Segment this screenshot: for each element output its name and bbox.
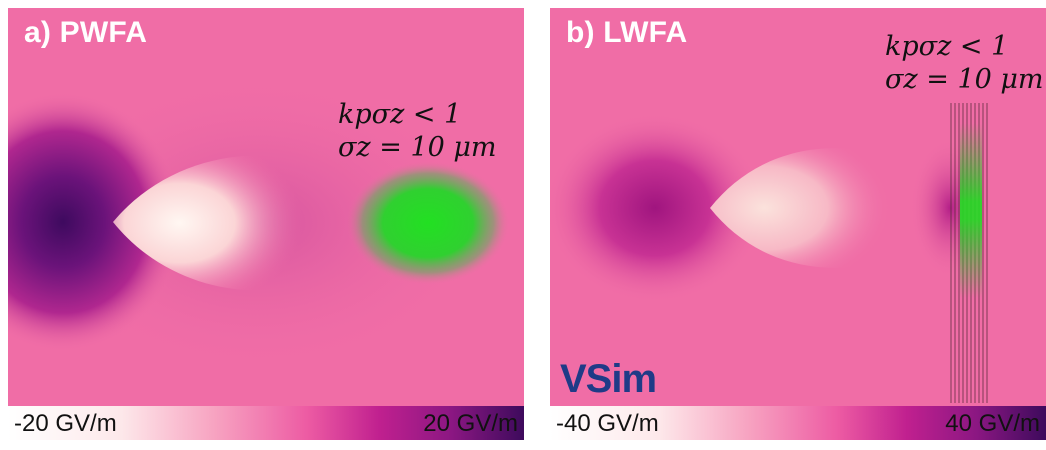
colorbar: -20 GV/m 20 GV/m [8, 406, 524, 440]
equation-line-1: kpσz < 1 [885, 31, 1009, 62]
colorbar-min-label: -40 GV/m [556, 410, 659, 437]
field-map-pwfa [8, 8, 524, 406]
drive-bunch [346, 161, 510, 285]
equation-line-1: kpσz < 1 [338, 99, 462, 130]
panel-title: a) PWFA [24, 16, 148, 49]
colorbar-max-label: 20 GV/m [423, 410, 518, 437]
colorbar-min-label: -20 GV/m [14, 410, 117, 437]
accelerating-lobe [710, 148, 892, 268]
equation-line-2: σz = 10 μm [338, 132, 497, 163]
panel-pwfa: a) PWFA kpσz < 1 σz = 10 μm -20 GV/m 20 … [8, 8, 524, 440]
decelerating-lobe [8, 92, 183, 352]
equation-block: kpσz < 1 σz = 10 μm [338, 98, 497, 164]
equation-block: kpσz < 1 σz = 10 μm [885, 30, 1044, 96]
colorbar-max-label: 40 GV/m [945, 410, 1040, 437]
laser-pulse [960, 123, 982, 298]
vsim-logo: VSim [560, 357, 657, 401]
accelerating-lobe [113, 155, 303, 291]
colorbar: -40 GV/m 40 GV/m [550, 406, 1046, 440]
decelerating-lobe [550, 113, 765, 303]
panel-title: b) LWFA [566, 16, 688, 49]
field-map-lwfa [550, 8, 1046, 406]
equation-line-2: σz = 10 μm [885, 64, 1044, 95]
panel-lwfa: b) LWFA kpσz < 1 σz = 10 μm VSim -40 GV/… [550, 8, 1046, 440]
